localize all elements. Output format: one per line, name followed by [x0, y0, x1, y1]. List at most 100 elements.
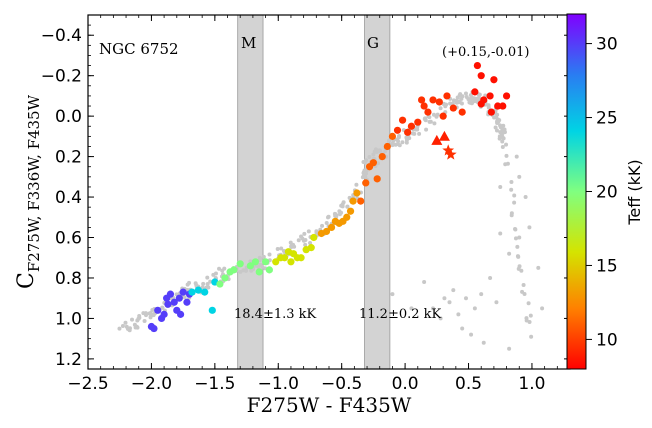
background-star — [504, 153, 509, 158]
y-tick-label: −0.2 — [41, 67, 82, 87]
background-star — [479, 292, 484, 297]
background-star — [148, 315, 153, 320]
background-star — [375, 161, 380, 166]
background-star — [442, 296, 447, 301]
background-star — [516, 254, 521, 259]
hb-star-point — [236, 260, 244, 268]
background-star — [117, 326, 122, 331]
hb-star-point — [154, 306, 162, 314]
y-tick-label: 0.8 — [55, 269, 82, 289]
background-star — [523, 195, 528, 200]
colorbar-gradient — [566, 13, 587, 370]
hb-star-point — [369, 159, 377, 167]
background-star — [120, 323, 125, 328]
hb-star-point — [194, 286, 202, 294]
background-star — [296, 238, 301, 243]
background-star — [500, 145, 505, 150]
background-star — [404, 135, 409, 140]
background-star — [431, 306, 436, 311]
background-star — [220, 268, 225, 273]
hb-star-point — [183, 298, 191, 306]
hb-star-point — [443, 92, 451, 100]
background-star — [143, 313, 148, 318]
background-star — [292, 244, 297, 249]
hb-star-point — [417, 96, 426, 104]
background-star — [160, 305, 165, 310]
background-star — [444, 102, 449, 107]
background-star — [507, 346, 512, 351]
background-star — [481, 340, 486, 345]
hb-star-point — [281, 254, 289, 262]
background-star — [467, 100, 472, 105]
hb-star-point — [343, 213, 351, 221]
colorbar-tick-label: 20 — [596, 183, 618, 203]
background-star — [460, 326, 465, 331]
background-star — [200, 285, 205, 290]
hb-star-point — [404, 128, 412, 136]
background-star — [257, 263, 262, 268]
y-tick-label: 1.0 — [55, 309, 82, 329]
background-star — [498, 184, 503, 189]
background-star — [396, 135, 401, 140]
background-star — [498, 123, 503, 128]
hb-star-point — [477, 100, 485, 108]
background-star — [151, 313, 156, 318]
hb-star-point — [477, 72, 485, 80]
background-star — [451, 288, 456, 293]
x-tick-label: −2.0 — [131, 374, 172, 394]
hb-star-point — [414, 118, 422, 126]
band-m — [237, 15, 264, 369]
background-star — [422, 280, 427, 285]
background-star — [383, 149, 388, 154]
colorbar-title: Teff (kK) — [625, 159, 644, 225]
background-star — [288, 240, 293, 245]
hb-star-point — [221, 274, 229, 282]
background-star — [337, 212, 342, 217]
hb-star-point — [439, 112, 447, 120]
hb-star-point — [353, 189, 361, 197]
hb-star-point — [383, 142, 391, 151]
y-axis-title: CF275W, F336W, F435W — [14, 94, 43, 289]
background-star — [417, 131, 422, 136]
background-star — [517, 235, 522, 240]
background-star — [302, 231, 307, 236]
hb-star-point — [261, 258, 270, 266]
background-star — [390, 292, 395, 297]
hb-star-point — [230, 266, 238, 274]
hb-star-point — [357, 197, 365, 205]
triangle-marker — [438, 130, 450, 141]
background-star — [524, 316, 529, 321]
background-star — [507, 251, 512, 256]
background-star — [397, 143, 402, 148]
background-star — [314, 229, 319, 234]
background-star — [536, 265, 541, 270]
hb-star-point — [327, 223, 336, 231]
hb-star-point — [251, 258, 260, 266]
background-star — [501, 136, 506, 141]
background-star — [410, 131, 415, 136]
hb-star-point — [373, 175, 381, 183]
background-star — [509, 213, 514, 218]
hb-star-point — [424, 108, 432, 116]
hb-star-point — [499, 102, 507, 110]
background-star — [400, 140, 405, 145]
x-tick-label: 0.5 — [455, 374, 482, 394]
background-star — [497, 118, 502, 123]
background-star — [472, 306, 477, 311]
background-star — [142, 318, 147, 323]
hb-star-point — [150, 324, 158, 333]
x-tick-label: 0.0 — [392, 374, 419, 394]
background-star — [521, 282, 526, 287]
background-star — [427, 115, 432, 120]
plot-background — [88, 15, 570, 369]
background-star — [354, 182, 359, 187]
hb-star-point — [471, 88, 479, 96]
background-star — [513, 236, 518, 241]
background-star — [299, 234, 304, 239]
background-star — [424, 127, 429, 132]
band-m-label: M — [241, 34, 256, 52]
y-axis-title-main: C — [14, 272, 39, 289]
hb-star-point — [216, 280, 224, 288]
background-star — [434, 114, 439, 119]
